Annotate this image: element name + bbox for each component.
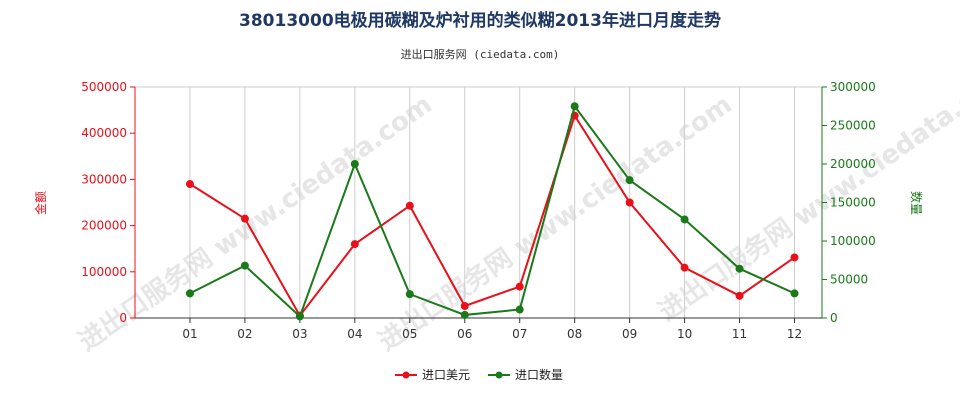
data-point-series-2 <box>735 264 744 273</box>
y-left-tick-label: 200000 <box>81 219 127 233</box>
data-point-series-2 <box>570 102 579 111</box>
x-tick-label: 09 <box>622 327 637 341</box>
data-point-series-1 <box>240 214 249 223</box>
y-left-tick-label: 300000 <box>81 172 127 186</box>
data-point-series-1 <box>735 291 744 300</box>
data-point-series-2 <box>680 215 689 224</box>
data-point-series-1 <box>460 301 469 310</box>
y-right-tick-label: 150000 <box>830 196 876 210</box>
y-left-axis-title: 金额 <box>33 191 48 215</box>
data-point-series-1 <box>350 240 359 249</box>
y-right-tick-label: 200000 <box>830 157 876 171</box>
y-right-tick-label: 0 <box>830 311 838 325</box>
y-left-tick-label: 0 <box>119 311 127 325</box>
y-right-tick-label: 100000 <box>830 234 876 248</box>
series-line-2 <box>189 103 795 319</box>
legend-marker-2 <box>495 371 503 379</box>
x-tick-label: 06 <box>457 327 472 341</box>
x-tick-label: 05 <box>402 327 417 341</box>
data-point-series-2 <box>460 310 469 319</box>
legend-label-2: 进口数量 <box>515 367 563 382</box>
y-right-tick-label: 50000 <box>830 273 868 287</box>
data-point-series-1 <box>680 263 689 272</box>
data-point-series-2 <box>625 176 634 185</box>
data-point-series-1 <box>405 201 414 210</box>
x-tick-label: 08 <box>567 327 582 341</box>
x-tick-label: 02 <box>237 327 252 341</box>
x-tick-label: 12 <box>787 327 802 341</box>
x-tick-label: 10 <box>677 327 692 341</box>
x-tick-label: 07 <box>512 327 527 341</box>
legend-label-1: 进口美元 <box>422 368 470 382</box>
data-point-series-2 <box>405 290 414 299</box>
series-line-1 <box>189 113 796 318</box>
y-right-axis-title: 数量 <box>909 191 924 215</box>
y-left-tick-label: 400000 <box>81 126 127 140</box>
data-point-series-2 <box>350 160 359 168</box>
chart-title: 38013000电极用碳糊及炉衬用的类似糊2013年进口月度走势 <box>239 11 721 31</box>
data-point-series-2 <box>295 312 304 321</box>
y-left-tick-label: 100000 <box>81 265 127 279</box>
data-point-series-2 <box>185 289 194 298</box>
x-tick-label: 01 <box>182 327 197 341</box>
y-right-tick-label: 300000 <box>830 80 876 94</box>
y-right-tick-label: 250000 <box>830 119 876 133</box>
legend-marker-1 <box>402 371 410 379</box>
x-tick-label: 04 <box>347 327 362 341</box>
data-point-series-2 <box>515 305 524 314</box>
y-left-tick-label: 500000 <box>81 80 127 94</box>
data-point-series-2 <box>240 261 249 270</box>
chart-subtitle: 进出口服务网 (ciedata.com) <box>400 48 560 61</box>
data-point-series-1 <box>790 253 799 262</box>
data-point-series-2 <box>790 289 799 298</box>
data-point-series-1 <box>625 198 634 207</box>
data-point-series-1 <box>515 282 524 291</box>
x-tick-label: 11 <box>732 327 747 341</box>
data-point-series-1 <box>185 180 194 189</box>
x-tick-label: 03 <box>292 327 307 341</box>
